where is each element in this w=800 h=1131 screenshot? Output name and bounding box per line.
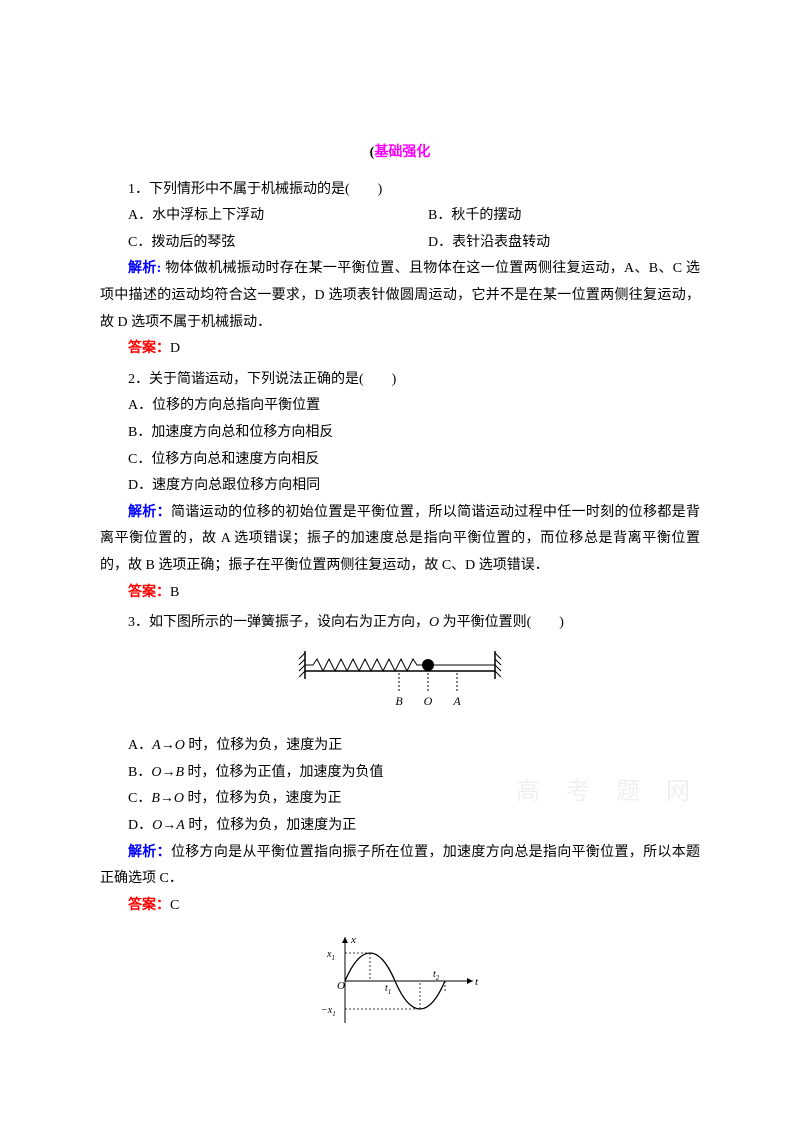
q1-analysis: 解析: 物体做机械振动时存在某一平衡位置、且物体在这一位置两侧往复运动，A、B、… [100,256,700,336]
label-A: A [452,694,461,708]
q2-optC: C．位移方向总和速度方向相反 [100,447,700,474]
q1-optC: C．拨动后的琴弦 [100,230,400,257]
t-axis-label: t [475,976,479,988]
q1-optD: D．表针沿表盘转动 [400,230,700,257]
q2-optA: A．位移的方向总指向平衡位置 [100,393,700,420]
q3-optC: C．B→O 时，位移为负，速度为正 [100,786,700,813]
sine-wave-figure: x t O x1 −x1 t1 t2 [100,931,700,1042]
x-axis-label: x [350,934,356,946]
svg-text:x1: x1 [326,949,335,962]
svg-text:−x1: −x1 [321,1005,336,1018]
q3-optA: A．A→O 时，位移为负，速度为正 [100,733,700,760]
spring-oscillator-figure: B O A [100,649,700,722]
q3-analysis: 解析：位移方向是从平衡位置指向振子所在位置，加速度方向总是指向平衡位置，所以本题… [100,840,700,893]
label-O: O [424,694,433,708]
question-1: 1．下列情形中不属于机械振动的是( ) A．水中浮标上下浮动 B．秋千的摆动 C… [100,177,700,363]
label-B: B [395,694,403,708]
header-text: (基础强化 [370,145,431,160]
document-page: (基础强化 1．下列情形中不属于机械振动的是( ) A．水中浮标上下浮动 B．秋… [0,0,800,1131]
svg-text:t2: t2 [433,969,440,982]
q1-answer: 答案：D [100,336,700,363]
q2-analysis: 解析：简谐运动的位移的初始位置是平衡位置，所以简谐运动过程中任一时刻的位移都是背… [100,500,700,580]
origin-label: O [337,980,345,992]
spring-svg: B O A [295,649,505,711]
q1-optA: A．水中浮标上下浮动 [100,203,400,230]
q3-stem: 3．如下图所示的一弹簧振子，设向右为正方向，O 为平衡位置则( ) [100,610,700,637]
q1-optB: B．秋千的摆动 [400,203,700,230]
q1-row2: C．拨动后的琴弦 D．表针沿表盘转动 [100,230,700,257]
q3-optB: B．O→B 时，位移为正值，加速度为负值 [100,760,700,787]
q2-answer: 答案：B [100,580,700,607]
sine-svg: x t O x1 −x1 t1 t2 [315,931,485,1031]
q3-optD: D．O→A 时，位移为负，加速度为正 [100,813,700,840]
q3-answer: 答案：C [100,893,700,920]
q1-row1: A．水中浮标上下浮动 B．秋千的摆动 [100,203,700,230]
question-2: 2．关于简谐运动，下列说法正确的是( ) A．位移的方向总指向平衡位置 B．加速… [100,367,700,606]
q2-stem: 2．关于简谐运动，下列说法正确的是( ) [100,367,700,394]
q1-stem: 1．下列情形中不属于机械振动的是( ) [100,177,700,204]
section-header: (基础强化 [100,140,700,167]
question-3: 3．如下图所示的一弹簧振子，设向右为正方向，O 为平衡位置则( ) [100,610,700,919]
q2-optB: B．加速度方向总和位移方向相反 [100,420,700,447]
q2-optD: D．速度方向总跟位移方向相同 [100,473,700,500]
svg-text:t1: t1 [385,983,391,996]
